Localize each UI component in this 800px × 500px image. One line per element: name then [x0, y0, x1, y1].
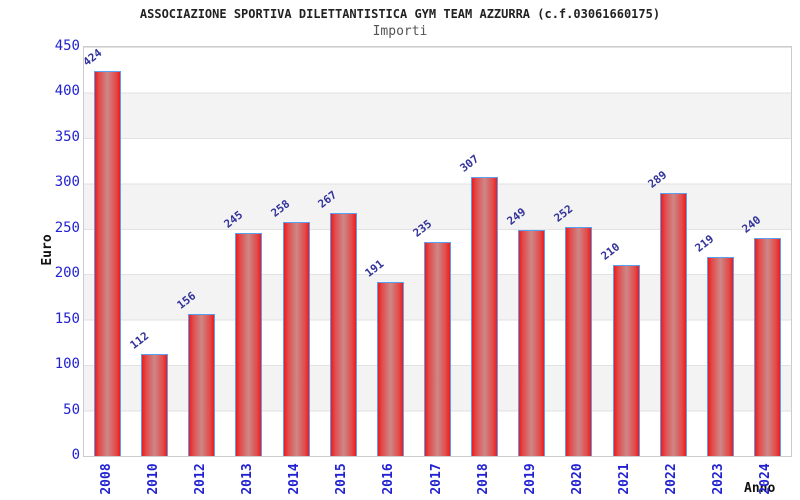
bar-2019 [518, 229, 546, 456]
plot-area: 424 112 156 245 258 267 191 235 307 249 252 210 289 2… [80, 45, 792, 457]
chart-subtitle: Importi [372, 24, 428, 39]
x-tick-label-2024: 2024 [758, 463, 774, 495]
x-axis-label: Anno [744, 481, 776, 496]
bar-value-label-2013: 245 [221, 208, 246, 232]
chart-title: ASSOCIAZIONE SPORTIVA DILETTANTISTICA GY… [139, 7, 661, 21]
x-tick-label-2013: 2013 [239, 463, 255, 495]
x-tick-label-2008: 2008 [98, 463, 114, 495]
bar-value-label-2022: 289 [645, 168, 670, 192]
bar-value-label-2020: 252 [551, 202, 576, 225]
bar-value-label-2021: 210 [598, 240, 623, 263]
bar-value-label-2014: 258 [268, 196, 293, 220]
bar-2016 [376, 282, 404, 456]
y-tick-label-400: 400 [54, 83, 80, 100]
x-tick-label-2012: 2012 [192, 463, 208, 495]
y-tick-label-350: 350 [54, 128, 80, 145]
bar-2023 [706, 256, 734, 456]
bar-2012 [188, 314, 216, 456]
bar-value-label-2019: 249 [504, 204, 529, 228]
bar-2014 [282, 221, 310, 456]
x-tick-label-2019: 2019 [522, 463, 538, 495]
y-tick-label-300: 300 [54, 174, 80, 191]
x-tick-label-2015: 2015 [334, 463, 350, 495]
bar-value-label-2018: 307 [457, 152, 481, 175]
bar-2021 [612, 265, 640, 456]
x-tick-label-2014: 2014 [287, 463, 303, 495]
y-tick-label-50: 50 [63, 401, 80, 418]
bar-value-label-2024: 240 [740, 213, 764, 236]
bar-2024 [753, 237, 781, 456]
bar-2008 [94, 70, 122, 456]
bar-2013 [235, 233, 263, 456]
bar-value-label-2017: 235 [410, 217, 434, 241]
x-tick-label-2021: 2021 [617, 463, 633, 495]
y-tick-label-250: 250 [54, 219, 80, 236]
bar-value-label-2012: 156 [174, 289, 199, 313]
bar-2017 [424, 242, 451, 456]
x-tick-label-2023: 2023 [711, 463, 727, 495]
bar-value-label-2008: 424 [80, 45, 104, 69]
bar-value-label-2010: 112 [127, 329, 151, 353]
x-tick-label-2020: 2020 [569, 463, 585, 495]
y-tick-label-150: 150 [54, 310, 80, 327]
x-tick-label-2016: 2016 [381, 463, 397, 495]
y-tick-label-450: 450 [54, 38, 80, 54]
bar-2018 [471, 176, 499, 456]
x-tick-label-2018: 2018 [475, 463, 491, 495]
x-tick-label-2022: 2022 [664, 463, 680, 495]
x-tick-label-2017: 2017 [428, 463, 444, 495]
y-tick-label-200: 200 [54, 265, 80, 282]
bar-value-label-2015: 267 [315, 188, 340, 212]
y-tick-label-0: 0 [71, 447, 80, 463]
bar-2010 [141, 354, 169, 456]
bar-2022 [659, 193, 687, 456]
y-tick-label-100: 100 [54, 356, 80, 373]
bar-2020 [565, 226, 593, 456]
bar-value-label-2016: 191 [362, 257, 387, 281]
x-tick-label-2010: 2010 [145, 463, 161, 495]
bar-value-label-2023: 219 [692, 232, 717, 255]
bar-2015 [329, 213, 357, 456]
